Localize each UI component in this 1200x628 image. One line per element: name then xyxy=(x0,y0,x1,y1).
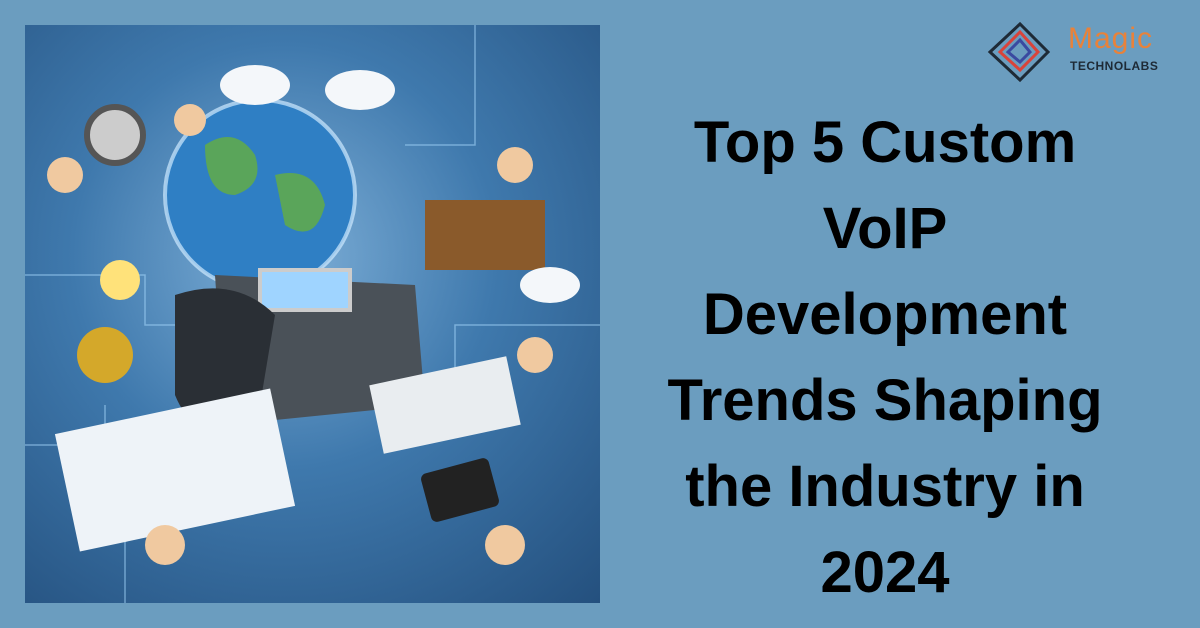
headline-line: Trends Shaping xyxy=(667,368,1103,433)
hero-illustration xyxy=(25,25,600,603)
alarm-clock xyxy=(84,104,146,166)
logo-brand-text: Magic xyxy=(1068,22,1154,55)
magic-technolabs-logo xyxy=(980,12,1190,87)
logo-mark-icon xyxy=(987,21,1051,83)
gear xyxy=(77,327,133,383)
light-bulb xyxy=(100,260,140,300)
headline-line: Development xyxy=(702,282,1068,347)
smartphone xyxy=(421,458,499,522)
headline-line: VoIP xyxy=(822,196,948,261)
headline-line: 2024 xyxy=(820,540,950,605)
logo-sub-text: TECHNOLABS xyxy=(1070,59,1159,73)
wooden-box xyxy=(425,200,545,270)
headline: Top 5 Custom VoIP Development Trends Sha… xyxy=(630,100,1140,616)
calculator xyxy=(369,356,521,454)
headline-line: the Industry in xyxy=(685,454,1085,519)
report-paper xyxy=(54,388,296,552)
headline-line: Top 5 Custom xyxy=(693,110,1077,175)
